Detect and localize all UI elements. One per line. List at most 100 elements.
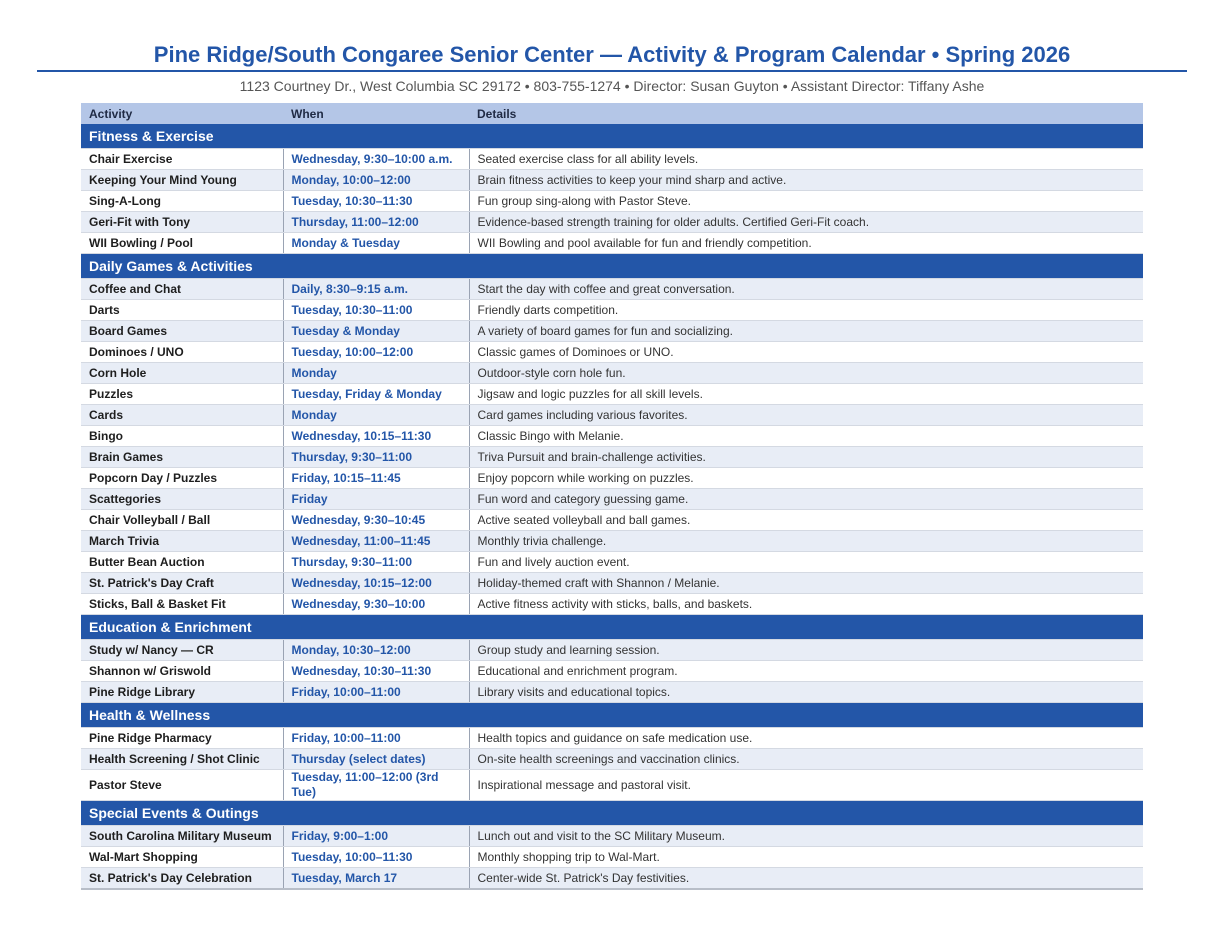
section-title: Health & Wellness: [81, 702, 1143, 728]
when-cell: Wednesday, 9:30–10:45: [283, 509, 470, 531]
when-cell: Friday, 10:00–11:00: [283, 681, 470, 703]
when-cell: Tuesday, 10:30–11:30: [283, 190, 470, 212]
activity-cell: Bingo: [81, 425, 284, 447]
when-cell: Wednesday, 10:30–11:30: [283, 660, 470, 682]
details-cell: Inspirational message and pastoral visit…: [469, 769, 1143, 801]
activity-cell: Board Games: [81, 320, 284, 342]
activity-cell: Puzzles: [81, 383, 284, 405]
activity-cell: Butter Bean Auction: [81, 551, 284, 573]
details-cell: Evidence-based strength training for old…: [469, 211, 1143, 233]
when-cell: Tuesday, 10:30–11:00: [283, 299, 470, 321]
activity-row: Geri-Fit with Tony Thursday, 11:00–12:00 E…: [81, 211, 1143, 233]
activity-cell: Geri-Fit with Tony: [81, 211, 284, 233]
activity-cell: Popcorn Day / Puzzles: [81, 467, 284, 489]
activity-row: WII Bowling / Pool Monday & Tuesday WII Bo…: [81, 232, 1143, 254]
when-cell: Daily, 8:30–9:15 a.m.: [283, 278, 470, 300]
activity-row: Puzzles Tuesday, Friday & Monday Jigsaw an…: [81, 383, 1143, 405]
details-cell: Friendly darts competition.: [469, 299, 1143, 321]
when-cell: Thursday, 9:30–11:00: [283, 446, 470, 468]
activity-row: Darts Tuesday, 10:30–11:00 Friendly darts …: [81, 299, 1143, 321]
activity-cell: Corn Hole: [81, 362, 284, 384]
when-cell: Tuesday, 11:00–12:00 (3rd Tue): [283, 769, 470, 801]
section-row: Special Events & Outings: [81, 800, 1143, 826]
activity-cell: Pine Ridge Pharmacy: [81, 727, 284, 749]
activity-row: Butter Bean Auction Thursday, 9:30–11:00 F…: [81, 551, 1143, 573]
activity-row: St. Patrick's Day Craft Wednesday, 10:15–…: [81, 572, 1143, 594]
activity-row: Study w/ Nancy — CR Monday, 10:30–12:00 Gr…: [81, 639, 1143, 661]
table-body: Fitness & Exercise Chair Exercise Wednesda…: [81, 124, 1143, 890]
when-cell: Wednesday, 9:30–10:00: [283, 593, 470, 615]
details-cell: Fun group sing-along with Pastor Steve.: [469, 190, 1143, 212]
details-cell: Educational and enrichment program.: [469, 660, 1143, 682]
activity-cell: South Carolina Military Museum: [81, 825, 284, 847]
activity-cell: Chair Volleyball / Ball: [81, 509, 284, 531]
details-cell: Triva Pursuit and brain-challenge activi…: [469, 446, 1143, 468]
activity-cell: Chair Exercise: [81, 148, 284, 170]
details-cell: Active seated volleyball and ball games.: [469, 509, 1143, 531]
details-cell: Active fitness activity with sticks, bal…: [469, 593, 1143, 615]
when-cell: Friday: [283, 488, 470, 510]
when-cell: Thursday, 9:30–11:00: [283, 551, 470, 573]
details-cell: Holiday-themed craft with Shannon / Mela…: [469, 572, 1143, 594]
activity-row: March Trivia Wednesday, 11:00–11:45 Monthl…: [81, 530, 1143, 552]
activity-cell: Scattegories: [81, 488, 284, 510]
activity-row: Keeping Your Mind Young Monday, 10:00–12:…: [81, 169, 1143, 191]
details-cell: A variety of board games for fun and soc…: [469, 320, 1143, 342]
details-cell: Jigsaw and logic puzzles for all skill l…: [469, 383, 1143, 405]
details-cell: Fun word and category guessing game.: [469, 488, 1143, 510]
activity-cell: Darts: [81, 299, 284, 321]
column-header: Activity: [81, 103, 283, 124]
activity-cell: Pine Ridge Library: [81, 681, 284, 703]
when-cell: Monday & Tuesday: [283, 232, 470, 254]
activity-cell: Dominoes / UNO: [81, 341, 284, 363]
activity-row: Cards Monday Card games including various …: [81, 404, 1143, 426]
activity-row: Dominoes / UNO Tuesday, 10:00–12:00 Classi…: [81, 341, 1143, 363]
activity-row: Board Games Tuesday & Monday A variety of …: [81, 320, 1143, 342]
when-cell: Monday: [283, 362, 470, 384]
activity-row: Wal-Mart Shopping Tuesday, 10:00–11:30 Mon…: [81, 846, 1143, 868]
details-cell: Group study and learning session.: [469, 639, 1143, 661]
activity-row: Popcorn Day / Puzzles Friday, 10:15–11:45…: [81, 467, 1143, 489]
activity-cell: Sticks, Ball & Basket Fit: [81, 593, 284, 615]
details-cell: Card games including various favorites.: [469, 404, 1143, 426]
when-cell: Tuesday, 10:00–12:00: [283, 341, 470, 363]
when-cell: Wednesday, 11:00–11:45: [283, 530, 470, 552]
activity-row: Sing-A-Long Tuesday, 10:30–11:30 Fun group…: [81, 190, 1143, 212]
column-header: When: [283, 103, 469, 124]
section-row: Health & Wellness: [81, 702, 1143, 728]
when-cell: Wednesday, 10:15–12:00: [283, 572, 470, 594]
activity-row: Sticks, Ball & Basket Fit Wednesday, 9:30…: [81, 593, 1143, 615]
details-cell: Library visits and educational topics.: [469, 681, 1143, 703]
activity-cell: Keeping Your Mind Young: [81, 169, 284, 191]
details-cell: On-site health screenings and vaccinatio…: [469, 748, 1143, 770]
activity-cell: Cards: [81, 404, 284, 426]
section-row: Daily Games & Activities: [81, 253, 1143, 279]
when-cell: Tuesday, Friday & Monday: [283, 383, 470, 405]
details-cell: Classic Bingo with Melanie.: [469, 425, 1143, 447]
title: Pine Ridge/South Congaree Senior Center …: [153, 42, 1071, 67]
details-cell: Fun and lively auction event.: [469, 551, 1143, 573]
when-cell: Monday: [283, 404, 470, 426]
activity-row: Coffee and Chat Daily, 8:30–9:15 a.m. Star…: [81, 278, 1143, 300]
when-cell: Tuesday, 10:00–11:30: [283, 846, 470, 868]
activity-row: Shannon w/ Griswold Wednesday, 10:30–11:3…: [81, 660, 1143, 682]
activity-cell: St. Patrick's Day Craft: [81, 572, 284, 594]
details-cell: Lunch out and visit to the SC Military M…: [469, 825, 1143, 847]
details-cell: Monthly shopping trip to Wal-Mart.: [469, 846, 1143, 868]
activity-cell: WII Bowling / Pool: [81, 232, 284, 254]
activity-cell: Brain Games: [81, 446, 284, 468]
column-header: Details: [469, 103, 1143, 124]
details-cell: Outdoor-style corn hole fun.: [469, 362, 1143, 384]
when-cell: Wednesday, 9:30–10:00 a.m.: [283, 148, 470, 170]
activity-cell: Wal-Mart Shopping: [81, 846, 284, 868]
section-title: Fitness & Exercise: [81, 124, 1143, 149]
title-rule: [37, 70, 1187, 72]
activity-row: Pine Ridge Pharmacy Friday, 10:00–11:00 He…: [81, 727, 1143, 749]
activity-row: Corn Hole Monday Outdoor-style corn hole f…: [81, 362, 1143, 384]
when-cell: Friday, 9:00–1:00: [283, 825, 470, 847]
details-cell: Monthly trivia challenge.: [469, 530, 1143, 552]
details-cell: Center-wide St. Patrick's Day festivitie…: [469, 867, 1143, 890]
activity-row: Bingo Wednesday, 10:15–11:30 Classic Bingo…: [81, 425, 1143, 447]
section-title: Special Events & Outings: [81, 800, 1143, 826]
